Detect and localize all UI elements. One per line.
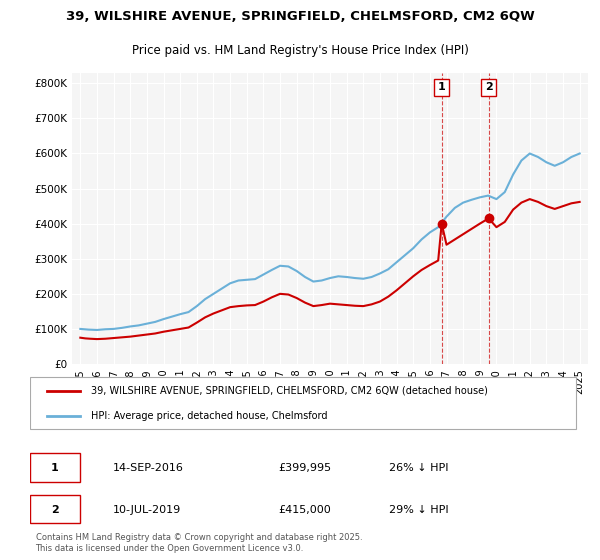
Text: 1: 1 [438, 82, 446, 92]
FancyBboxPatch shape [30, 453, 80, 482]
FancyBboxPatch shape [30, 495, 80, 524]
Text: Price paid vs. HM Land Registry's House Price Index (HPI): Price paid vs. HM Land Registry's House … [131, 44, 469, 57]
Text: 14-SEP-2016: 14-SEP-2016 [113, 463, 184, 473]
Text: 2: 2 [485, 82, 493, 92]
Text: £415,000: £415,000 [278, 505, 331, 515]
Text: HPI: Average price, detached house, Chelmsford: HPI: Average price, detached house, Chel… [91, 410, 327, 421]
Text: 39, WILSHIRE AVENUE, SPRINGFIELD, CHELMSFORD, CM2 6QW (detached house): 39, WILSHIRE AVENUE, SPRINGFIELD, CHELMS… [91, 386, 488, 396]
Text: 39, WILSHIRE AVENUE, SPRINGFIELD, CHELMSFORD, CM2 6QW: 39, WILSHIRE AVENUE, SPRINGFIELD, CHELMS… [65, 10, 535, 24]
Text: 1: 1 [51, 463, 59, 473]
Text: Contains HM Land Registry data © Crown copyright and database right 2025.
This d: Contains HM Land Registry data © Crown c… [35, 533, 362, 553]
FancyBboxPatch shape [30, 377, 577, 429]
Text: 26% ↓ HPI: 26% ↓ HPI [389, 463, 448, 473]
Text: 10-JUL-2019: 10-JUL-2019 [113, 505, 181, 515]
Text: £399,995: £399,995 [278, 463, 332, 473]
Text: 2: 2 [51, 505, 59, 515]
Text: 29% ↓ HPI: 29% ↓ HPI [389, 505, 448, 515]
